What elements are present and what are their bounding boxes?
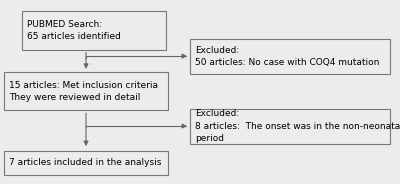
- FancyBboxPatch shape: [190, 39, 390, 74]
- FancyBboxPatch shape: [190, 109, 390, 144]
- FancyBboxPatch shape: [4, 72, 168, 110]
- Text: Excluded:
50 articles: No case with COQ4 mutation: Excluded: 50 articles: No case with COQ4…: [195, 46, 380, 67]
- Text: 15 articles: Met inclusion criteria
They were reviewed in detail: 15 articles: Met inclusion criteria They…: [9, 81, 158, 102]
- Text: PUBMED Search:
65 articles identified: PUBMED Search: 65 articles identified: [27, 20, 121, 41]
- FancyBboxPatch shape: [4, 151, 168, 175]
- Text: 7 articles included in the analysis: 7 articles included in the analysis: [9, 158, 162, 167]
- Text: Excluded:
8 articles:  The onset was in the non-neonatal
period: Excluded: 8 articles: The onset was in t…: [195, 109, 400, 143]
- FancyBboxPatch shape: [22, 11, 166, 50]
